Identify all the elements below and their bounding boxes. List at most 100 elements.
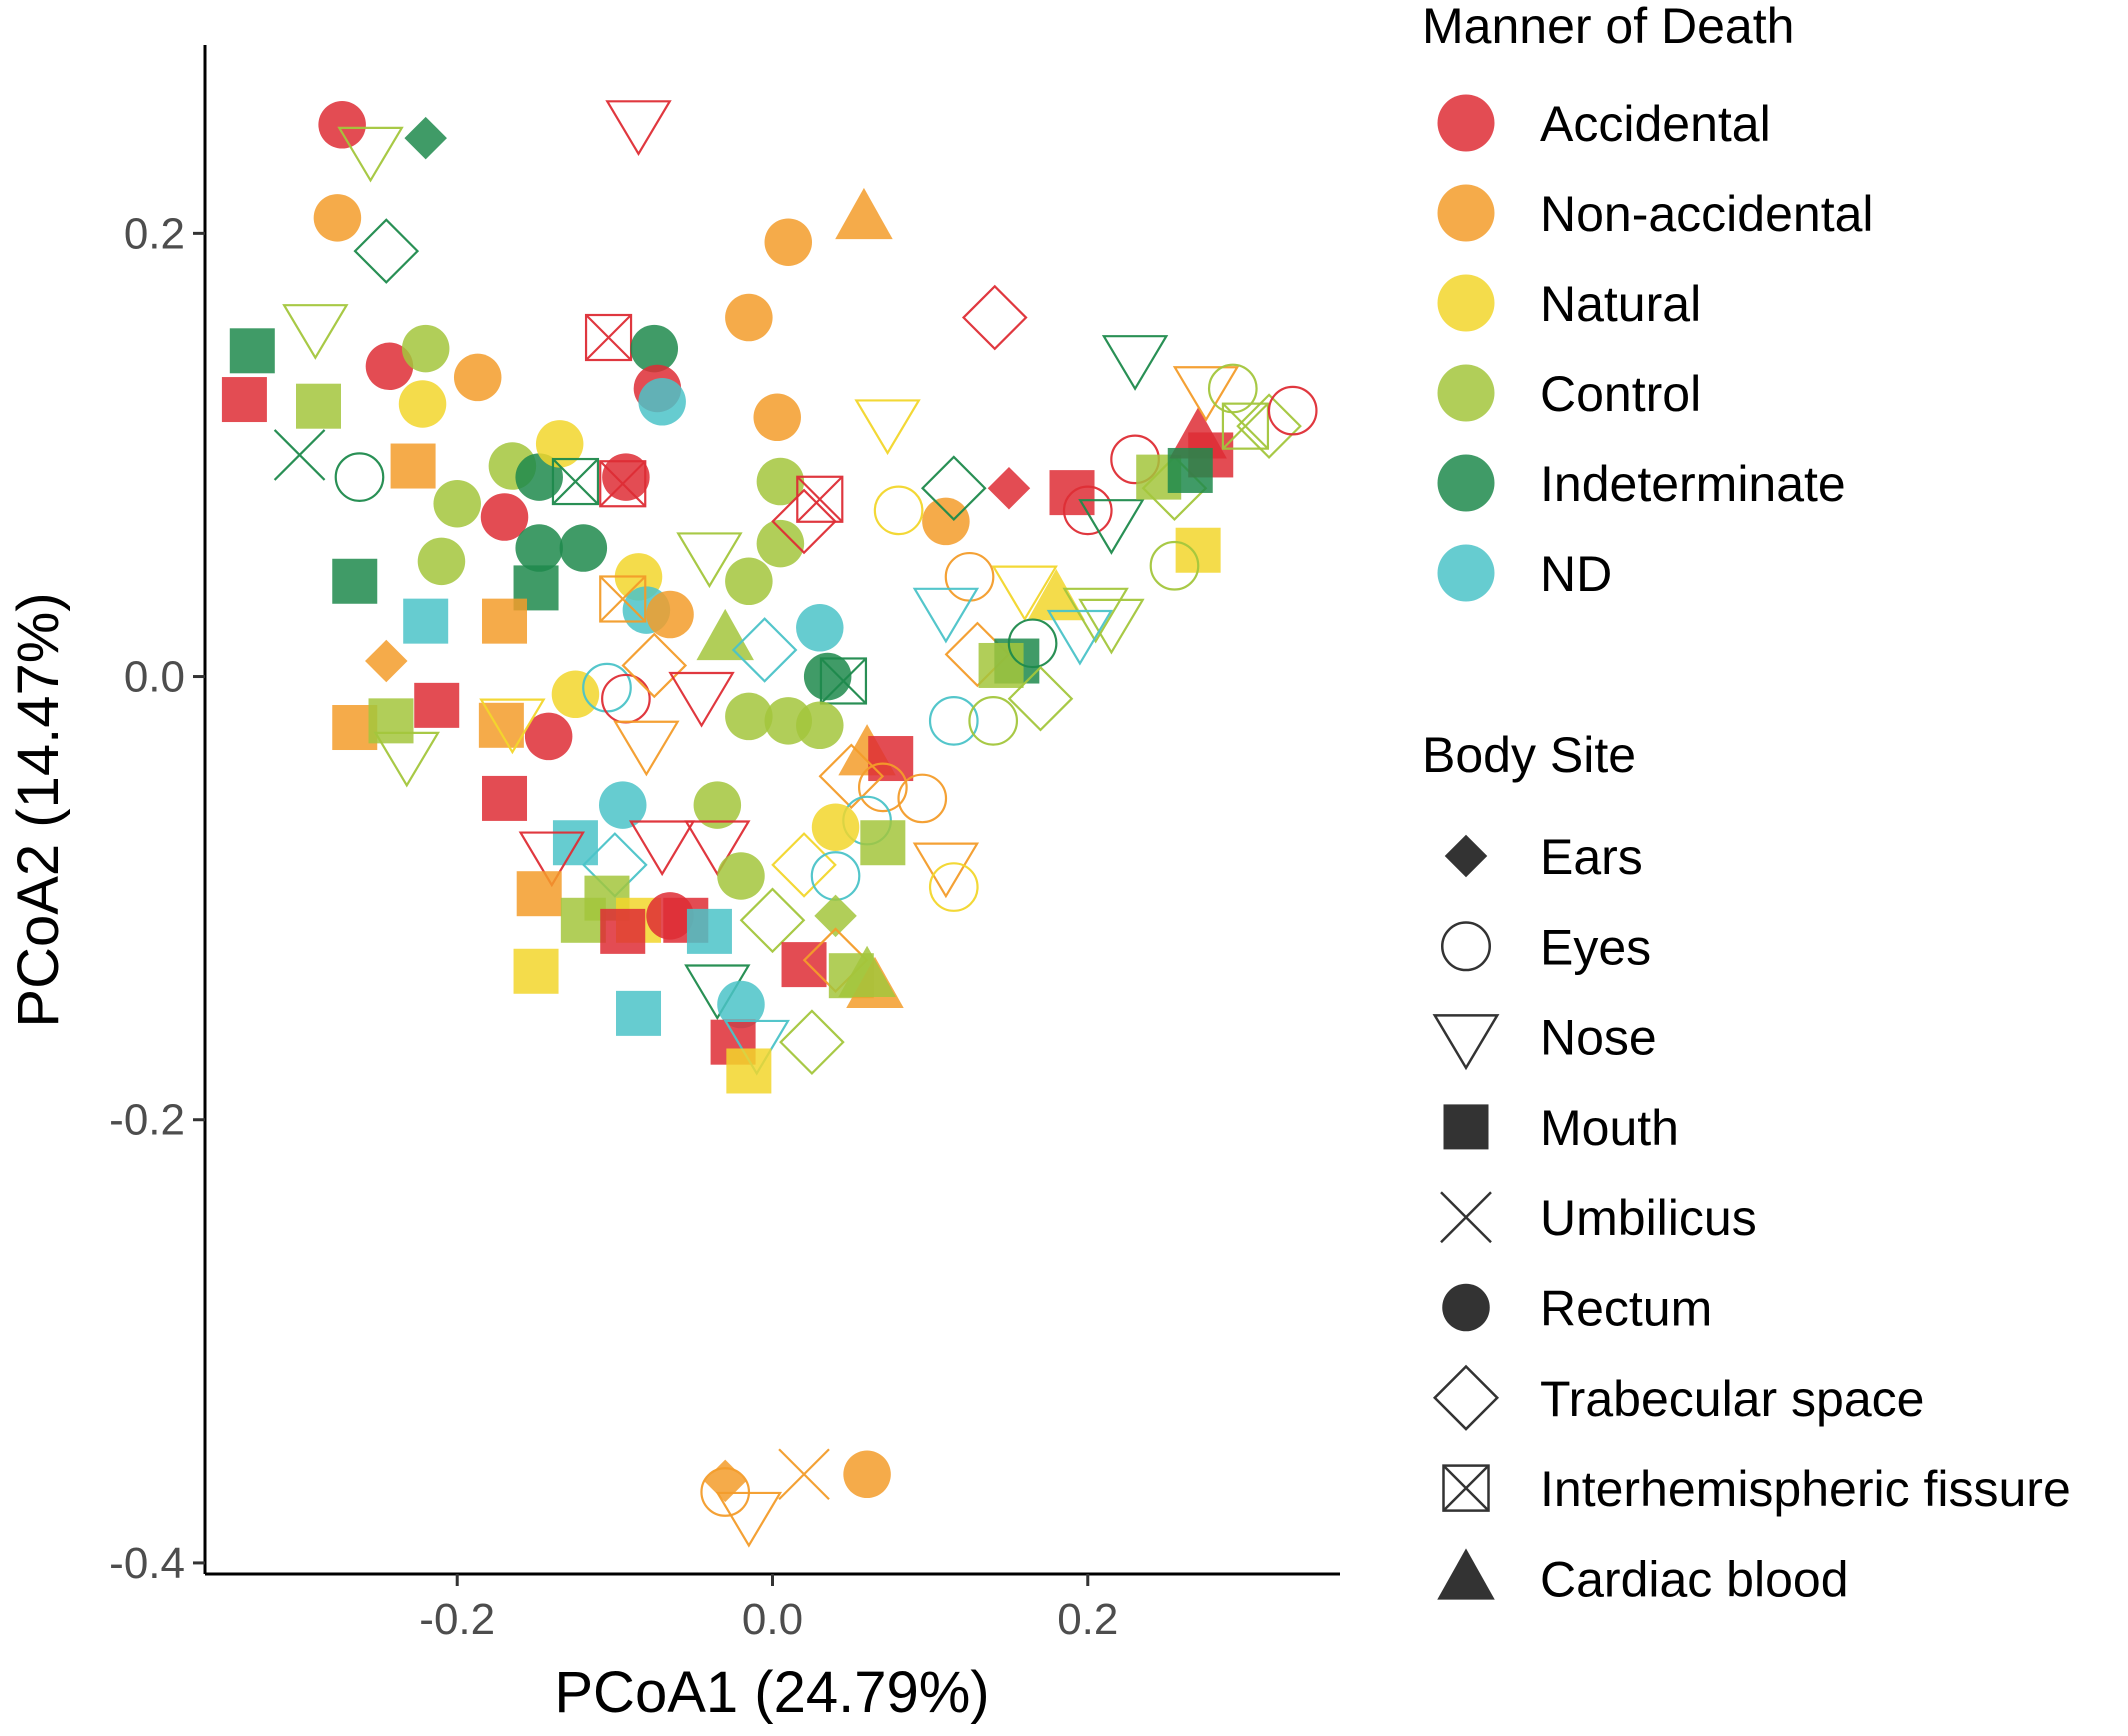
- data-point: [731, 617, 798, 683]
- color-legend-swatch: [1437, 274, 1495, 332]
- data-point: [403, 598, 449, 644]
- data-point: [273, 429, 326, 481]
- data-point: [811, 803, 860, 851]
- data-point: [1236, 393, 1302, 459]
- x-tick-label: -0.2: [419, 1595, 495, 1644]
- data-point: [693, 781, 742, 829]
- data-point: [771, 488, 837, 555]
- color-legend-item: Control: [1437, 364, 1701, 422]
- data-point: [912, 587, 980, 644]
- data-point: [835, 187, 893, 240]
- data-point: [987, 466, 1031, 510]
- data-point: [779, 1009, 845, 1075]
- data-point: [715, 1491, 783, 1548]
- y-ticks: -0.4 -0.2 0.0 0.2: [109, 209, 205, 1588]
- data-point: [778, 1448, 830, 1501]
- data-point: [417, 537, 466, 586]
- shape-legend-item: Interhemispheric fissure: [1442, 1461, 2071, 1517]
- color-legend-label: Control: [1540, 366, 1701, 422]
- data-point: [480, 493, 529, 541]
- legend: Manner of Death Accidental Non-accidental…: [1422, 0, 2071, 1607]
- color-legend-label: ND: [1540, 546, 1612, 602]
- data-point: [390, 443, 436, 489]
- data-point: [401, 324, 450, 373]
- data-point: [602, 453, 650, 501]
- data-point: [991, 565, 1058, 622]
- data-point: [912, 842, 980, 899]
- shape-legend-item: Rectum: [1442, 1281, 1712, 1337]
- data-point: [717, 852, 765, 900]
- color-legend-label: Non-accidental: [1540, 186, 1874, 242]
- data-point: [584, 313, 633, 362]
- data-point: [404, 116, 447, 160]
- shape-legend-label: Nose: [1540, 1010, 1657, 1066]
- data-point: [600, 908, 646, 954]
- data-point: [453, 353, 502, 402]
- shape-legend-symbol: [1443, 1104, 1489, 1150]
- data-point: [1007, 665, 1074, 732]
- data-point: [723, 1019, 790, 1076]
- data-point: [843, 1450, 891, 1499]
- data-point: [764, 218, 813, 266]
- shape-legend-item: Mouth: [1443, 1100, 1679, 1156]
- data-point: [332, 558, 378, 604]
- data-point: [717, 980, 765, 1029]
- shape-legend-label: Interhemispheric fissure: [1540, 1461, 2071, 1517]
- data-point: [535, 420, 584, 468]
- data-point: [373, 731, 440, 788]
- data-point: [854, 399, 921, 456]
- shape-legend-symbol: [1440, 1191, 1492, 1244]
- data-point: [518, 831, 585, 888]
- data-point: [803, 652, 852, 701]
- shape-legend-symbol: [1444, 834, 1488, 878]
- data-point: [753, 393, 801, 442]
- data-point: [1267, 385, 1318, 436]
- data-point: [482, 598, 528, 644]
- data-point: [646, 590, 694, 639]
- data-point: [601, 673, 651, 724]
- data-point: [968, 696, 1019, 746]
- data-point: [961, 284, 1028, 351]
- data-point: [482, 775, 528, 821]
- data-point: [599, 575, 647, 623]
- data-point: [313, 194, 362, 242]
- data-point: [368, 698, 414, 744]
- color-legend-entries: Accidental Non-accidental Natural Control In…: [1437, 94, 1874, 602]
- color-legend-swatch: [1437, 364, 1495, 422]
- data-point: [676, 532, 743, 589]
- data-point: [630, 324, 679, 373]
- y-tick-label: 0.0: [124, 653, 185, 702]
- shape-legend-label: Umbilicus: [1540, 1190, 1757, 1246]
- data-point: [725, 692, 773, 741]
- y-axis-title: PCoA2 (14.47%): [6, 592, 71, 1027]
- data-point: [296, 383, 341, 429]
- data-point: [1007, 618, 1058, 669]
- data-point: [1101, 335, 1169, 391]
- data-point: [318, 101, 366, 149]
- data-point: [1167, 447, 1213, 493]
- data-point: [1062, 587, 1129, 644]
- y-tick-label: -0.2: [109, 1096, 185, 1145]
- data-point: [365, 342, 414, 391]
- x-tick-label: 0.0: [742, 1595, 803, 1644]
- data-point: [810, 851, 861, 901]
- data-point: [684, 820, 751, 877]
- data-point: [796, 604, 844, 652]
- shape-legend-symbol: [1432, 1364, 1500, 1431]
- data-point: [613, 720, 680, 777]
- color-legend-label: Indeterminate: [1540, 456, 1846, 512]
- data-point: [628, 820, 696, 877]
- x-ticks: -0.2 0.0 0.2: [419, 1574, 1118, 1644]
- data-point: [560, 897, 606, 943]
- data-point: [598, 781, 647, 829]
- shape-legend-item: Trabecular space: [1432, 1364, 1924, 1431]
- shape-legend-label: Mouth: [1540, 1100, 1679, 1156]
- data-point: [1172, 366, 1240, 422]
- y-tick-label: 0.2: [124, 209, 185, 258]
- data-point: [515, 524, 563, 572]
- data-point: [686, 908, 732, 954]
- data-point: [978, 642, 1024, 688]
- data-point: [551, 670, 600, 719]
- data-point: [353, 218, 420, 284]
